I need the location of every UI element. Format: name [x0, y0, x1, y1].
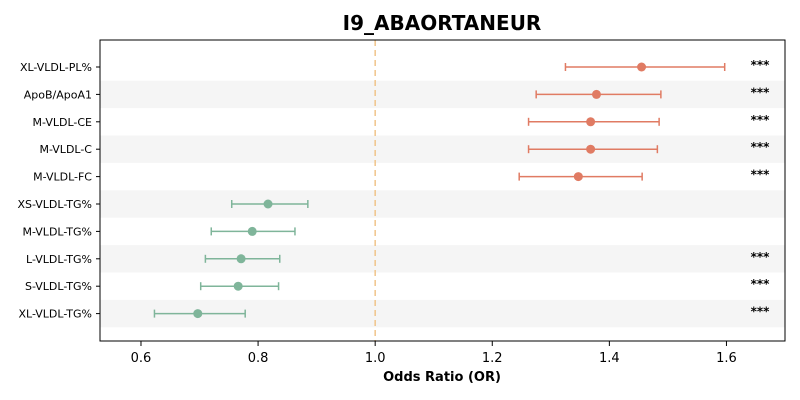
- data-row: L-VLDL-TG% ***: [26, 250, 770, 266]
- y-tick-label: XL-VLDL-TG%: [18, 308, 92, 321]
- significance-label: ***: [751, 58, 771, 72]
- y-tick-label: M-VLDL-C: [39, 143, 92, 156]
- data-row: XS-VLDL-TG%: [17, 198, 309, 211]
- or-point: [586, 144, 596, 154]
- chart-title: I9_ABAORTANEUR: [343, 11, 542, 35]
- y-tick-label: ApoB/ApoA1: [24, 88, 92, 101]
- data-row: M-VLDL-TG%: [22, 225, 296, 238]
- significance-label: ***: [751, 250, 771, 264]
- or-point: [591, 89, 601, 99]
- y-tick-label: XS-VLDL-TG%: [17, 198, 92, 211]
- x-tick-label: 0.8: [248, 351, 269, 366]
- data-rows: XL-VLDL-PL% ***ApoB/ApoA1 ***M-VLDL-CE ***M…: [17, 58, 770, 321]
- or-point: [236, 254, 246, 264]
- plot-frame: [99, 39, 786, 342]
- y-tick-label: M-VLDL-CE: [33, 116, 93, 129]
- or-point: [247, 226, 257, 236]
- data-row: XL-VLDL-PL% ***: [20, 58, 770, 74]
- data-row: XL-VLDL-TG% ***: [18, 305, 770, 321]
- data-row: M-VLDL-FC ***: [33, 168, 770, 184]
- row-band: [100, 135, 785, 163]
- x-tick-label: 1.0: [365, 351, 386, 366]
- data-row: S-VLDL-TG% ***: [25, 277, 770, 293]
- or-point: [637, 62, 647, 72]
- y-tick-label: M-VLDL-TG%: [22, 225, 92, 238]
- significance-label: ***: [751, 113, 771, 127]
- data-row: ApoB/ApoA1 ***: [24, 85, 770, 101]
- row-band: [100, 190, 785, 218]
- significance-label: ***: [751, 305, 771, 319]
- significance-label: ***: [751, 168, 771, 182]
- y-tick-label: XL-VLDL-PL%: [20, 61, 92, 74]
- y-tick-label: M-VLDL-FC: [33, 171, 92, 184]
- y-tick-label: S-VLDL-TG%: [25, 280, 92, 293]
- significance-label: ***: [751, 140, 771, 154]
- y-tick-label: L-VLDL-TG%: [26, 253, 92, 266]
- or-point: [573, 172, 583, 182]
- row-bands: [100, 80, 785, 328]
- or-point: [586, 117, 596, 127]
- or-point: [233, 281, 243, 291]
- x-axis: 0.6 0.8 1.0 1.2 1.4 1.6: [131, 341, 737, 366]
- x-tick-label: 0.6: [131, 351, 152, 366]
- x-axis-label: Odds Ratio (OR): [383, 370, 501, 385]
- x-tick-label: 1.6: [716, 351, 737, 366]
- x-tick-label: 1.4: [599, 351, 620, 366]
- data-row: M-VLDL-CE ***: [33, 113, 771, 129]
- or-point: [263, 199, 273, 209]
- x-tick-label: 1.2: [482, 351, 503, 366]
- significance-label: ***: [751, 277, 771, 291]
- significance-label: ***: [751, 85, 771, 99]
- data-row: M-VLDL-C ***: [39, 140, 770, 156]
- row-band: [100, 245, 785, 273]
- or-point: [193, 309, 203, 319]
- row-band: [100, 80, 785, 109]
